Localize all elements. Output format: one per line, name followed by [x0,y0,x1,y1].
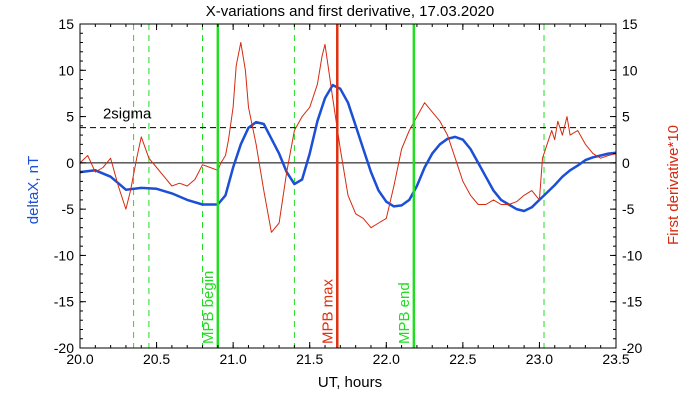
x-tick-label: 23.0 [526,351,553,367]
x-tick-label: 22.5 [449,351,476,367]
marker-label: MPB max [319,278,336,344]
y-tick-label-left: -5 [62,201,75,217]
plot-frame [79,23,617,349]
y-tick-label-left: 5 [66,109,74,125]
x-axis-label: UT, hours [318,374,382,391]
marker-label: MPB begin [200,271,217,344]
x-tick-label: 21.5 [296,351,323,367]
x-tick-label: 22.0 [373,351,400,367]
sigma-label: 2sigma [103,106,152,123]
y-tick-label-left: 0 [66,155,74,171]
plot-area: 2sigma MPB begin MPB max MPB end 20.0 20.5 21.… [54,16,643,367]
y-tick-label-right: -15 [622,294,642,310]
y-axis-label-right: First derivative*10 [665,125,682,245]
y-tick-label-left: -20 [54,340,74,356]
y-tick-label-right: -10 [622,247,642,263]
y-tick-label-right: 5 [622,109,630,125]
y-tick-label-left: -15 [54,294,74,310]
x-tick-label: 21.0 [220,351,247,367]
y-tick-label-left: 10 [58,62,74,78]
y-tick-label-left: -10 [54,247,74,263]
y-tick-label-right: -5 [622,201,635,217]
y-tick-label-left: 15 [58,16,74,32]
y-tick-label-right: 0 [622,155,630,171]
x-tick-label: 20.5 [143,351,170,367]
x-tick-label: 23.5 [602,351,629,367]
series-line-deltaX [79,83,617,213]
y-tick-label-right: -20 [622,340,642,356]
marker-label: MPB end [396,282,413,344]
y-axis-label-left: deltaX, nT [25,156,42,224]
chart-title: X-variations and first derivative, 17.03… [206,3,495,20]
x-tick-label: 20.0 [66,351,93,367]
y-tick-label-right: 10 [622,62,638,78]
y-tick-label-right: 15 [622,16,638,32]
